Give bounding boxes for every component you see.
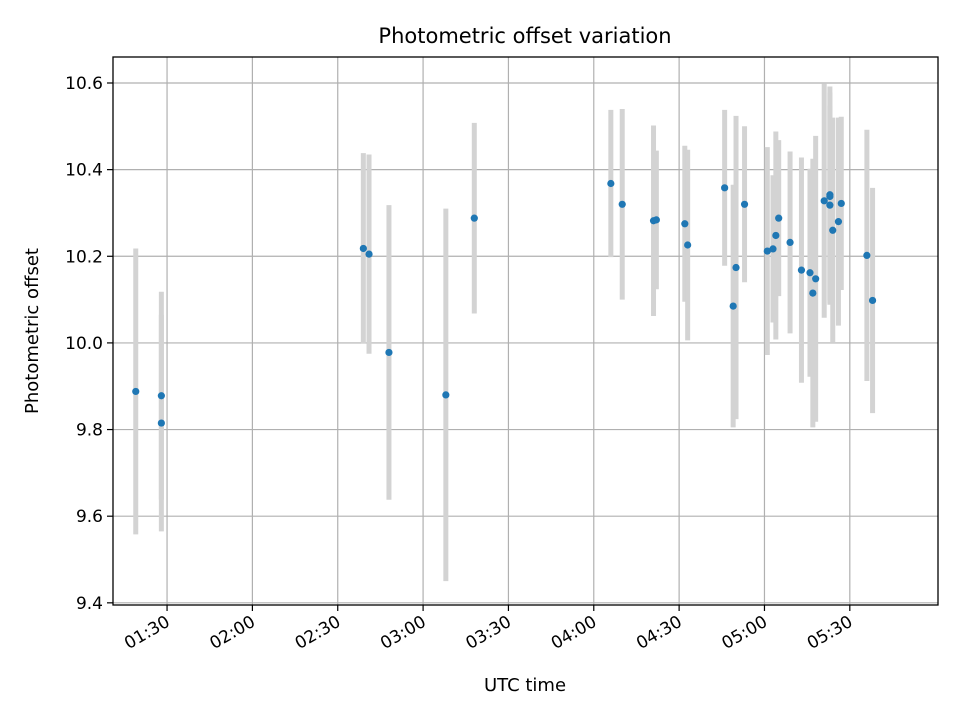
data-point: [809, 289, 817, 297]
data-point: [826, 192, 834, 201]
data-point: [868, 296, 877, 305]
y-tick-label: 10.2: [65, 247, 103, 267]
data-point: [834, 218, 843, 226]
data-point: [806, 269, 814, 277]
data-point: [829, 226, 837, 234]
data-point: [684, 241, 692, 249]
data-point: [863, 251, 871, 260]
data-point: [385, 348, 393, 357]
data-point: [359, 244, 367, 253]
data-point: [721, 184, 729, 192]
data-point: [763, 247, 771, 255]
data-point: [732, 263, 740, 272]
y-tick-label: 9.6: [76, 507, 103, 527]
data-point: [442, 391, 450, 399]
data-point: [365, 250, 373, 258]
data-point: [837, 199, 845, 208]
data-point: [157, 392, 165, 400]
y-axis-label: Photometric offset: [22, 248, 43, 414]
data-point: [772, 231, 780, 240]
data-point: [797, 266, 806, 274]
y-tick-label: 9.4: [76, 594, 103, 614]
data-point: [826, 201, 834, 209]
y-tick-label: 10.6: [65, 74, 103, 94]
data-points: [132, 179, 877, 427]
data-point: [607, 179, 615, 188]
y-tick-label: 9.8: [76, 421, 103, 441]
data-point: [820, 197, 828, 205]
data-point: [786, 238, 794, 247]
data-point: [618, 200, 626, 208]
y-tick-label: 10.0: [65, 334, 103, 354]
chart-title: Photometric offset variation: [378, 24, 671, 48]
data-point: [769, 245, 777, 253]
data-point: [652, 216, 660, 224]
data-point: [132, 387, 140, 396]
data-point: [470, 214, 478, 222]
x-axis-label: UTC time: [484, 675, 566, 696]
grid: [113, 57, 938, 605]
y-axis-ticks: 9.4 9.6 9.8 10.0 10.2 10.4 10.6: [65, 74, 113, 614]
data-point: [775, 214, 783, 222]
data-point: [740, 200, 749, 208]
y-tick-label: 10.4: [65, 161, 103, 181]
data-point: [729, 302, 737, 310]
data-point: [681, 220, 689, 228]
plot-frame: [112, 56, 939, 606]
data-point: [812, 275, 820, 283]
data-point: [157, 419, 165, 427]
